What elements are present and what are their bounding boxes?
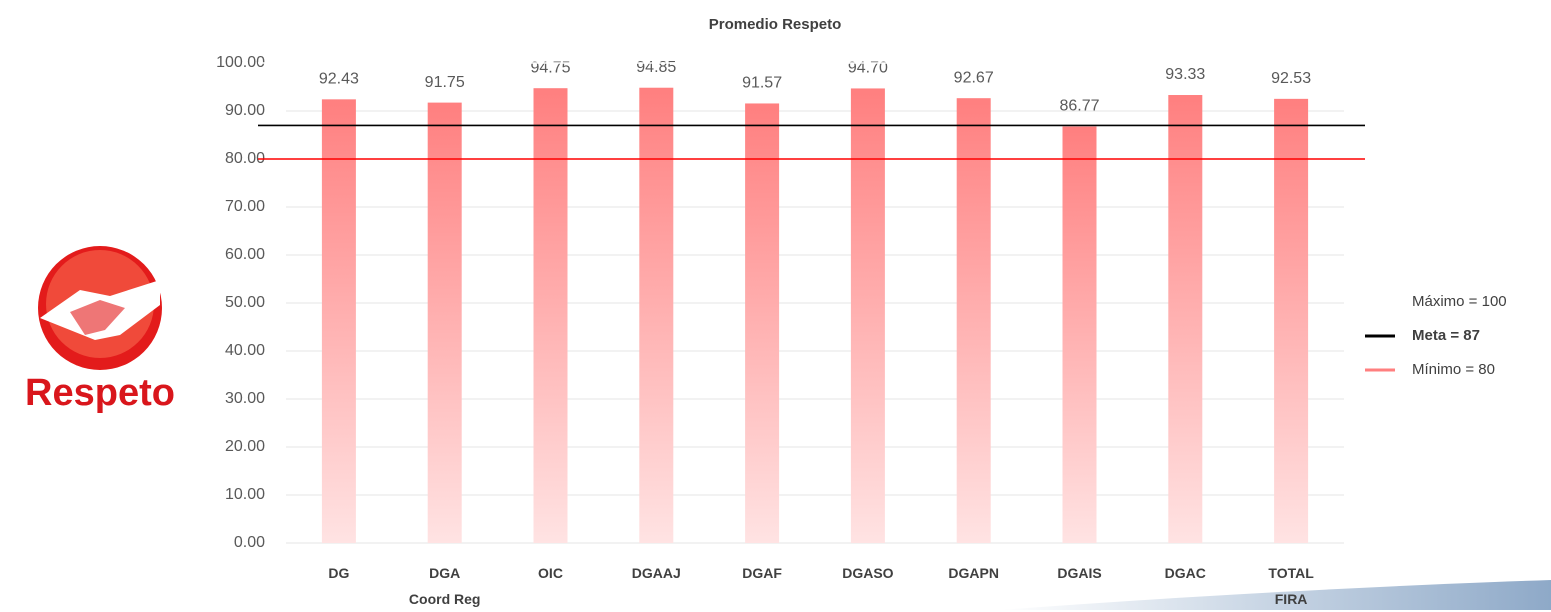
value-label: 93.33 — [1165, 66, 1205, 83]
chart-title: Promedio Respeto — [709, 16, 842, 33]
y-tick-label: 20.00 — [225, 438, 265, 455]
value-label: 94.85 — [636, 59, 676, 76]
y-tick-label: 80.00 — [225, 150, 265, 167]
x-tick-label: TOTAL FIRA — [1268, 565, 1314, 607]
logo — [38, 246, 162, 370]
value-label: 94.70 — [848, 60, 888, 77]
y-tick-label: 100.00 — [216, 54, 265, 71]
y-tick-label: 0.00 — [234, 534, 265, 551]
legend-label: Meta = 87 — [1412, 327, 1480, 344]
x-tick-label: DG — [328, 565, 350, 581]
legend-label: Máximo = 100 — [1412, 293, 1507, 310]
bar — [745, 103, 780, 544]
x-tick-label: DGAC — [1164, 565, 1206, 581]
y-tick-label: 30.00 — [225, 390, 265, 407]
value-label: 86.77 — [1059, 98, 1099, 115]
bar — [639, 87, 674, 543]
x-tick-label: DGAAJ — [631, 565, 681, 581]
y-tick-label: 90.00 — [225, 102, 265, 119]
bar — [1062, 126, 1097, 543]
value-label: 91.57 — [742, 75, 782, 92]
value-label: 92.67 — [954, 69, 994, 86]
bar — [427, 102, 462, 543]
value-label: 91.75 — [425, 74, 465, 91]
value-label: 92.43 — [319, 71, 359, 88]
x-tick-label: DGASO — [842, 565, 894, 581]
bar — [956, 98, 991, 544]
value-label: 94.75 — [530, 59, 570, 76]
bar — [1168, 95, 1203, 544]
bar — [321, 99, 356, 543]
y-tick-label: 50.00 — [225, 294, 265, 311]
bar — [1274, 98, 1309, 543]
bar — [533, 88, 568, 543]
y-tick-label: 60.00 — [225, 246, 265, 263]
y-tick-label: 10.00 — [225, 486, 265, 503]
legend-label: Mínimo = 80 — [1412, 361, 1495, 378]
x-tick-label: OIC — [538, 565, 563, 581]
y-tick-label: 40.00 — [225, 342, 265, 359]
decoration — [1000, 580, 1551, 610]
bar — [850, 88, 885, 543]
x-tick-label: DGAF — [742, 565, 782, 581]
y-tick-label: 70.00 — [225, 198, 265, 215]
value-label: 92.53 — [1271, 70, 1311, 87]
x-tick-label: DGA Coord Reg — [408, 565, 481, 607]
logo-text: Respeto — [25, 372, 175, 414]
x-tick-label: DGAPN — [948, 565, 999, 581]
x-tick-label: DGAIS — [1057, 565, 1102, 581]
